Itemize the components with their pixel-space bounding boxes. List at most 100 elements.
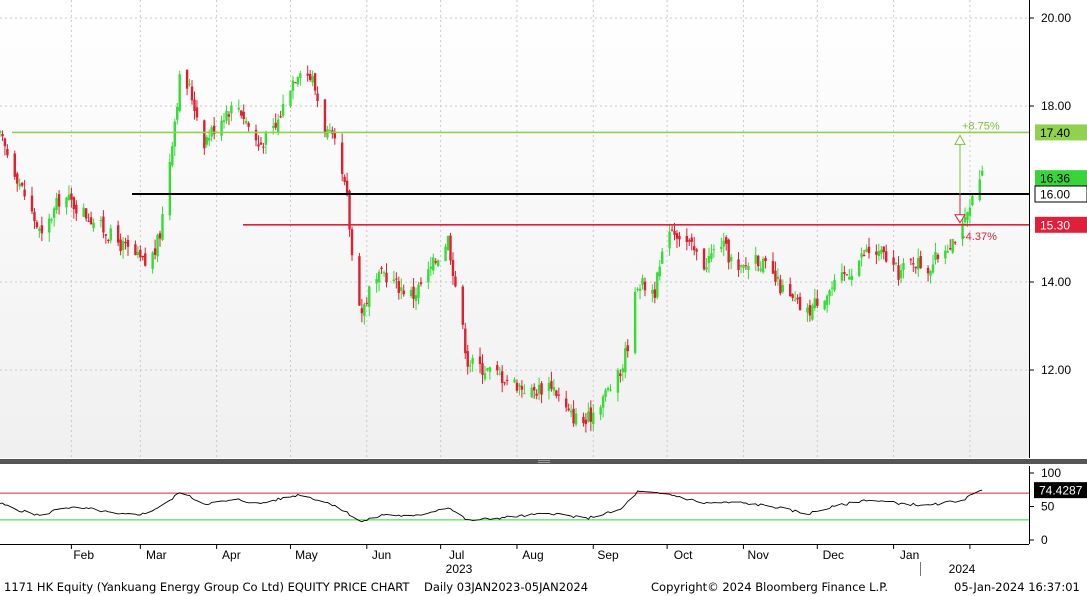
candle-up bbox=[427, 269, 430, 283]
candle-up bbox=[208, 137, 211, 141]
candle-down bbox=[503, 382, 506, 384]
candle-down bbox=[744, 265, 748, 267]
candle-up bbox=[171, 146, 174, 166]
price-panel-bg bbox=[0, 0, 1029, 458]
candle-down bbox=[227, 114, 231, 117]
up-arrow-head bbox=[954, 134, 966, 145]
candle-up bbox=[865, 248, 868, 252]
candle-up bbox=[951, 238, 954, 253]
candle-down bbox=[675, 233, 679, 239]
candle-up bbox=[513, 379, 516, 383]
candle-down bbox=[643, 281, 647, 291]
price-tick-label: 18.00 bbox=[1041, 99, 1071, 113]
candle-up bbox=[272, 126, 275, 128]
candle-down bbox=[727, 239, 730, 263]
candle-down bbox=[653, 289, 657, 298]
candle-down bbox=[153, 248, 157, 255]
candle-up bbox=[382, 272, 386, 274]
candle-up bbox=[161, 214, 164, 240]
candle-up bbox=[82, 207, 85, 217]
candle-down bbox=[796, 297, 799, 300]
rsi-panel bbox=[0, 466, 1029, 544]
x-tick-label: Feb bbox=[73, 548, 94, 562]
candle-up bbox=[176, 106, 179, 120]
candle-down bbox=[953, 242, 957, 244]
candle-up bbox=[244, 120, 248, 124]
x-tick-label: Dec bbox=[823, 548, 844, 562]
candle-down bbox=[454, 276, 457, 287]
candle-down bbox=[126, 240, 130, 247]
candle-up bbox=[225, 110, 228, 121]
candle-up bbox=[899, 269, 903, 279]
candle-down bbox=[254, 129, 258, 141]
candle-down bbox=[774, 270, 777, 282]
candle-up bbox=[52, 208, 56, 218]
candle-down bbox=[323, 99, 327, 134]
candle-down bbox=[451, 259, 455, 277]
candle-up bbox=[291, 80, 295, 91]
candle-up bbox=[326, 129, 329, 138]
candle-up bbox=[624, 348, 627, 373]
candle-up bbox=[230, 105, 233, 114]
candle-down bbox=[449, 235, 452, 261]
candle-up bbox=[592, 412, 595, 425]
candle-down bbox=[885, 251, 888, 262]
year-label-2023: 2023 bbox=[446, 562, 473, 576]
candle-down bbox=[242, 111, 245, 120]
candle-down bbox=[789, 284, 792, 297]
candle-down bbox=[316, 93, 319, 101]
candle-up bbox=[638, 288, 642, 291]
candle-down bbox=[247, 123, 250, 127]
price-tick-label: 20.00 bbox=[1041, 11, 1071, 25]
candle-down bbox=[892, 257, 895, 265]
candle-up bbox=[50, 219, 53, 221]
candle-down bbox=[540, 383, 543, 395]
candle-down bbox=[257, 144, 260, 147]
candle-down bbox=[909, 259, 913, 261]
candle-up bbox=[276, 119, 280, 132]
candle-up bbox=[929, 271, 932, 276]
candle-up bbox=[414, 295, 418, 301]
level-tag-16-00-box bbox=[1034, 185, 1087, 203]
level-tag-16-00: 16.00 bbox=[1040, 188, 1070, 202]
candle-down bbox=[102, 216, 105, 233]
candle-down bbox=[725, 237, 728, 244]
candle-down bbox=[294, 82, 297, 84]
candle-up bbox=[188, 83, 191, 85]
candle-down bbox=[397, 281, 400, 293]
rsi-tick-label: 50 bbox=[1041, 500, 1055, 514]
candle-down bbox=[567, 408, 570, 411]
candle-down bbox=[914, 266, 917, 269]
candle-down bbox=[685, 235, 689, 243]
candle-down bbox=[57, 194, 61, 207]
candle-down bbox=[461, 286, 465, 325]
candles bbox=[0, 65, 984, 433]
level-tag-17-40-box bbox=[1035, 124, 1087, 141]
candle-down bbox=[240, 110, 243, 116]
candle-up bbox=[222, 120, 226, 122]
x-tick-label: Jan bbox=[900, 548, 919, 562]
candle-up bbox=[488, 367, 492, 372]
footer-timestamp: 05-Jan-2024 16:37:01 bbox=[954, 580, 1080, 594]
candle-down bbox=[84, 208, 88, 219]
candle-down bbox=[343, 176, 346, 182]
candle-up bbox=[850, 275, 853, 281]
candle-up bbox=[432, 257, 435, 271]
down-arrow-head bbox=[954, 214, 966, 224]
candle-up bbox=[599, 407, 602, 415]
footer-title: 1171 HK Equity (Yankuang Energy Group Co… bbox=[4, 580, 410, 594]
candle-down bbox=[259, 142, 263, 145]
candle-up bbox=[759, 268, 762, 271]
annotation-up-pct: +8.75% bbox=[962, 120, 1000, 132]
candle-up bbox=[417, 284, 420, 299]
candle-up bbox=[156, 234, 159, 257]
candle-up bbox=[67, 194, 71, 200]
candle-down bbox=[515, 382, 519, 391]
year-label-2024: 2024 bbox=[949, 562, 976, 576]
candle-down bbox=[550, 381, 553, 389]
candle-up bbox=[848, 276, 851, 280]
candle-down bbox=[897, 265, 900, 280]
candle-down bbox=[72, 197, 76, 210]
candle-up bbox=[968, 207, 972, 216]
candle-down bbox=[134, 244, 137, 256]
